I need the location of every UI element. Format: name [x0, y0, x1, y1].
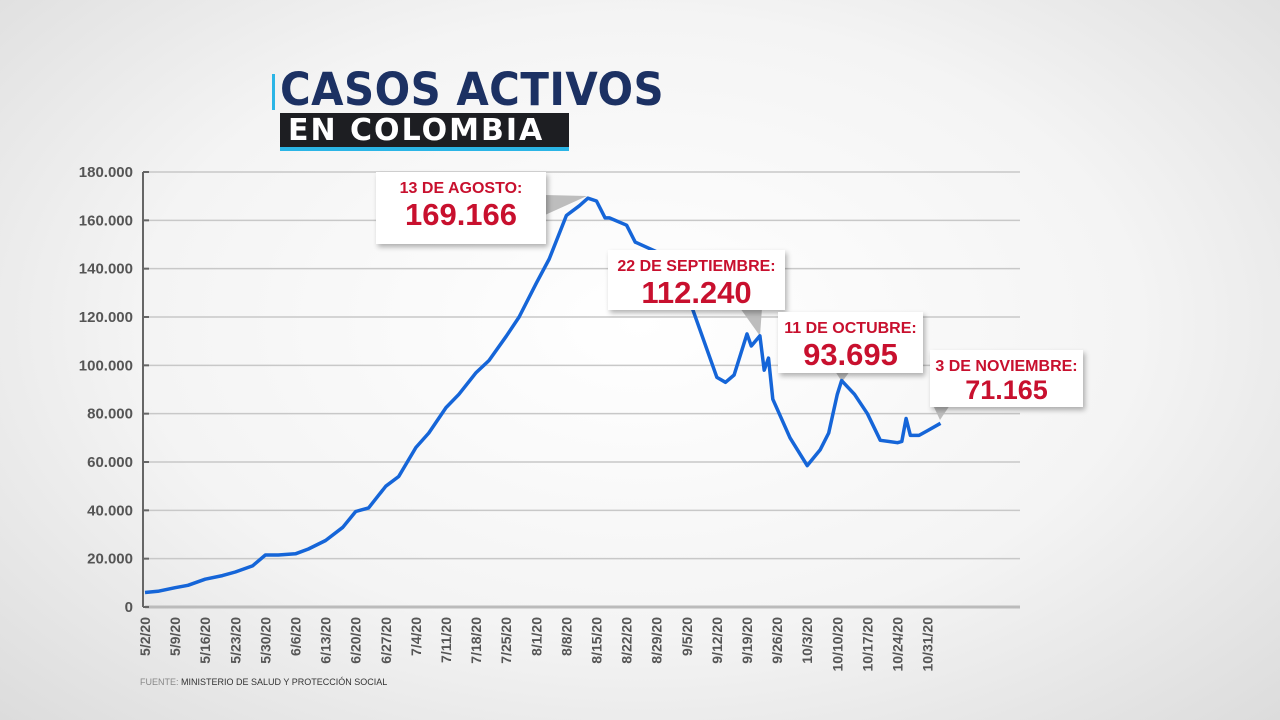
x-tick-label: 6/13/20 — [318, 617, 334, 664]
x-tick-label: 5/16/20 — [197, 617, 213, 664]
callout-pointer — [835, 371, 850, 382]
source-text: MINISTERIO DE SALUD Y PROTECCIÓN SOCIAL — [181, 677, 388, 687]
y-tick-label: 100.000 — [79, 357, 133, 374]
callout-value: 169.166 — [404, 197, 518, 232]
callout-date: 13 DE AGOSTO: — [399, 180, 523, 197]
callout-date: 22 DE SEPTIEMBRE: — [617, 258, 776, 275]
x-tick-label: 5/30/20 — [257, 617, 273, 664]
callout-pointer — [545, 195, 587, 215]
x-tick-label: 7/11/20 — [438, 617, 454, 663]
y-tick-label: 0 — [125, 599, 133, 616]
x-tick-label: 10/3/20 — [799, 617, 815, 664]
callout-october: 11 DE OCTUBRE: 93.695 — [778, 312, 923, 373]
x-tick-label: 5/2/20 — [137, 617, 153, 656]
x-tick-label: 6/6/20 — [288, 617, 304, 656]
source-label: FUENTE: — [140, 677, 179, 687]
chart-subtitle-box: EN COLOMBIA — [280, 113, 569, 151]
callout-value: 93.695 — [803, 337, 898, 372]
x-tick-label: 10/24/20 — [890, 617, 906, 672]
callout-pointer — [933, 405, 950, 420]
y-tick-label: 160.000 — [79, 212, 133, 229]
x-tick-label: 6/20/20 — [348, 617, 364, 664]
callout-date: 11 DE OCTUBRE: — [784, 320, 917, 337]
x-tick-label: 10/10/20 — [829, 617, 845, 672]
chart-title: CASOS ACTIVOS — [280, 63, 665, 116]
title-accent-bar — [272, 74, 275, 110]
x-tick-label: 8/29/20 — [649, 617, 665, 664]
x-tick-label: 8/1/20 — [528, 617, 544, 656]
callout-value: 112.240 — [641, 275, 752, 310]
x-tick-label: 9/26/20 — [769, 617, 785, 664]
x-tick-label: 7/4/20 — [408, 617, 424, 656]
y-tick-label: 80.000 — [87, 406, 133, 423]
chart-subtitle: EN COLOMBIA — [288, 113, 545, 148]
x-tick-label: 9/5/20 — [679, 617, 695, 656]
x-tick-label: 8/22/20 — [619, 617, 635, 664]
y-tick-label: 40.000 — [87, 502, 133, 519]
callout-peak: 13 DE AGOSTO: 169.166 — [376, 172, 546, 244]
callout-september: 22 DE SEPTIEMBRE: 112.240 — [608, 250, 785, 310]
y-tick-label: 60.000 — [87, 454, 133, 471]
x-tick-label: 9/12/20 — [709, 617, 725, 664]
x-tick-label: 7/25/20 — [498, 617, 514, 664]
x-tick-label: 6/27/20 — [378, 617, 394, 664]
x-tick-label: 8/8/20 — [558, 617, 574, 656]
callout-date: 3 DE NOVIEMBRE: — [935, 358, 1078, 375]
x-tick-label: 5/9/20 — [167, 617, 183, 656]
series-line-active-cases — [144, 196, 942, 595]
x-tick-label: 7/18/20 — [468, 617, 484, 664]
callout-november: 3 DE NOVIEMBRE: 71.165 — [930, 350, 1083, 407]
callout-value: 71.165 — [965, 375, 1048, 405]
y-tick-label: 120.000 — [79, 309, 133, 326]
y-tick-label: 140.000 — [79, 261, 133, 278]
y-tick-label: 180.000 — [79, 164, 133, 181]
x-tick-label: 10/17/20 — [859, 617, 875, 672]
x-tick-label: 9/19/20 — [739, 617, 755, 664]
x-tick-label: 10/31/20 — [920, 617, 936, 672]
y-tick-label: 20.000 — [87, 551, 133, 568]
x-tick-label: 5/23/20 — [227, 617, 243, 664]
x-tick-label: 8/15/20 — [589, 617, 605, 664]
source-note: FUENTE: MINISTERIO DE SALUD Y PROTECCIÓN… — [140, 677, 387, 687]
callout-pointer — [740, 308, 762, 336]
